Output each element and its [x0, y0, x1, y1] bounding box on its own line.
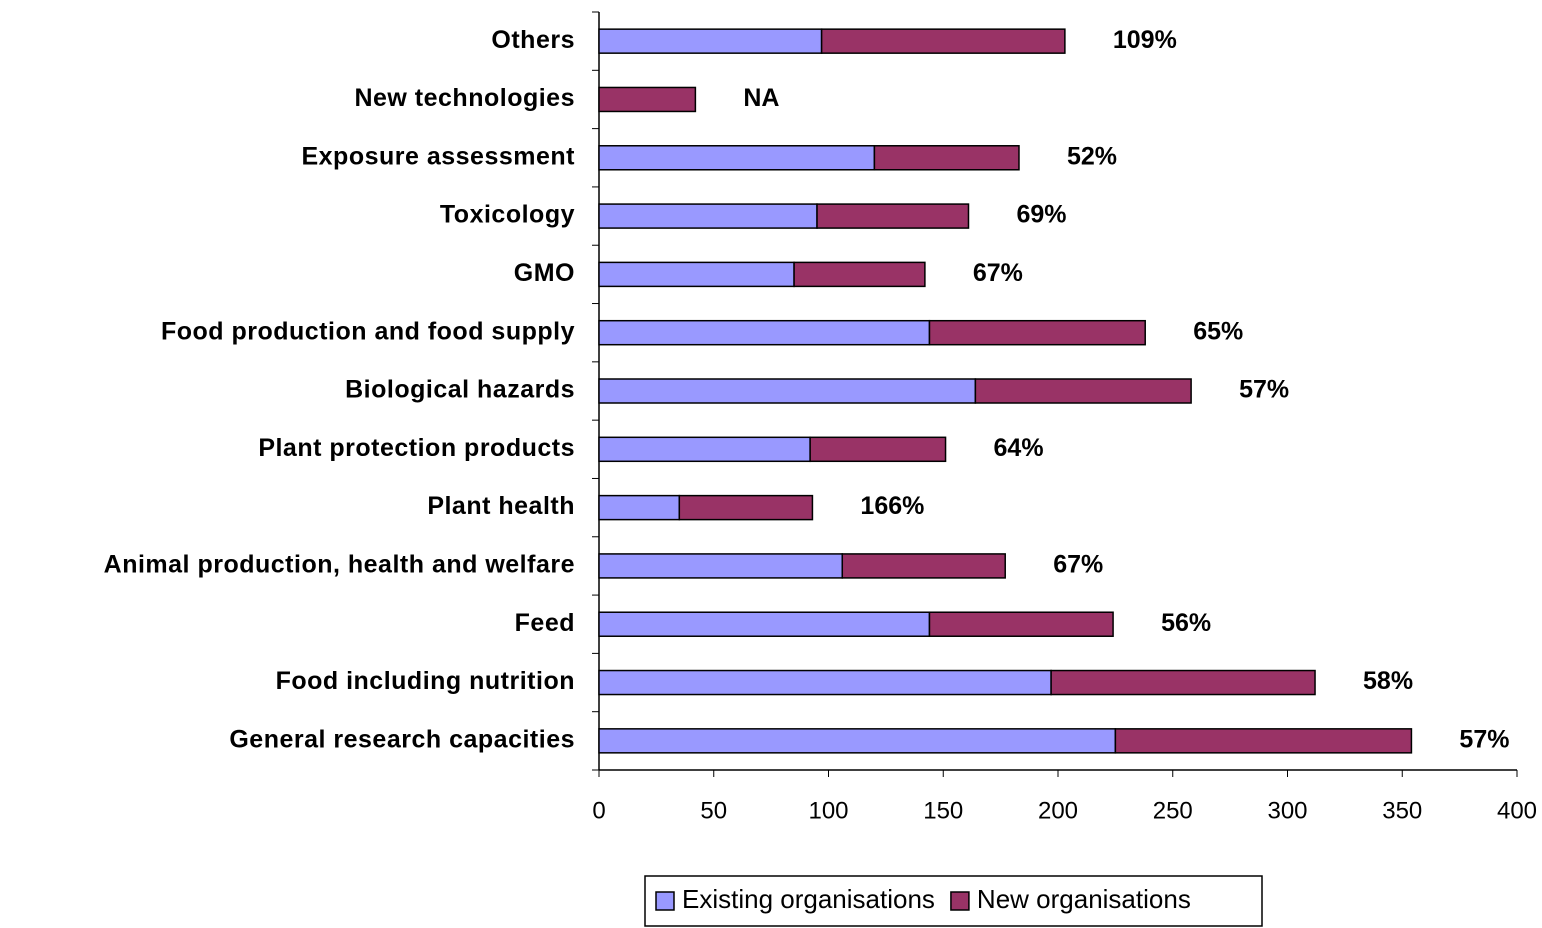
x-tick-label: 250	[1153, 797, 1193, 824]
bar-annotation: 57%	[1239, 376, 1289, 404]
x-tick-label: 0	[592, 797, 605, 824]
x-tick-label: 150	[923, 797, 963, 824]
category-label: General research capacities	[229, 725, 575, 753]
bar-annotation: 67%	[973, 259, 1023, 287]
bar-annotation: 64%	[994, 434, 1044, 462]
legend-label: Existing organisations	[682, 884, 935, 914]
bar-segment	[598, 203, 818, 229]
bar-segment	[1114, 728, 1413, 754]
category-label: GMO	[514, 259, 575, 287]
bar-segment	[598, 436, 811, 463]
x-tick-label: 100	[808, 797, 848, 824]
bar-segment	[598, 378, 977, 404]
bar-annotation: 56%	[1161, 609, 1211, 637]
category-label: Toxicology	[440, 201, 575, 229]
bar-annotation: 69%	[1016, 201, 1066, 229]
legend-label: New organisations	[977, 884, 1191, 914]
bar-segment	[873, 145, 1020, 171]
bar-segment	[598, 28, 823, 54]
bar-annotation: 57%	[1459, 725, 1509, 753]
bar-segment	[841, 553, 1006, 579]
bar-segment	[598, 494, 681, 521]
bar-segment	[809, 436, 947, 463]
category-label: Food production and food supply	[161, 317, 575, 345]
bar-segment	[598, 611, 931, 637]
bar-segment	[598, 86, 697, 113]
category-label: Others	[491, 26, 575, 54]
x-tick-label: 300	[1267, 797, 1307, 824]
bar-annotation: 52%	[1067, 142, 1117, 170]
x-tick-label: 50	[700, 797, 727, 824]
category-label: New technologies	[354, 84, 575, 112]
bar-segment	[598, 669, 1052, 696]
legend-swatch	[655, 891, 675, 911]
bar-segment	[598, 145, 876, 171]
bar-segment	[974, 378, 1192, 404]
x-tick-label: 400	[1497, 797, 1537, 824]
category-label: Biological hazards	[345, 376, 575, 404]
category-label: Food including nutrition	[276, 667, 575, 695]
bar-annotation: 67%	[1053, 551, 1103, 579]
bar-annotation: NA	[743, 84, 779, 112]
category-label: Plant protection products	[258, 434, 575, 462]
bar-annotation: 65%	[1193, 317, 1243, 345]
x-tick-label: 350	[1382, 797, 1422, 824]
bar-segment	[816, 203, 970, 229]
bar-segment	[820, 28, 1066, 54]
bar-segment	[793, 261, 926, 288]
bar-segment	[598, 553, 844, 579]
bar-segment	[678, 494, 814, 521]
category-label: Exposure assessment	[301, 142, 575, 170]
bar-segment	[1050, 669, 1316, 696]
category-label: Animal production, health and welfare	[104, 551, 575, 579]
bar-segment	[928, 319, 1146, 346]
category-label: Feed	[515, 609, 575, 637]
bar-annotation: 166%	[860, 492, 924, 520]
legend-swatch	[950, 891, 970, 911]
bar-annotation: 58%	[1363, 667, 1413, 695]
category-label: Plant health	[427, 492, 575, 520]
bar-segment	[598, 728, 1117, 754]
x-tick-label: 200	[1038, 797, 1078, 824]
bar-segment	[598, 261, 795, 288]
bar-segment	[928, 611, 1114, 637]
bar-segment	[598, 319, 931, 346]
bar-annotation: 109%	[1113, 26, 1177, 54]
